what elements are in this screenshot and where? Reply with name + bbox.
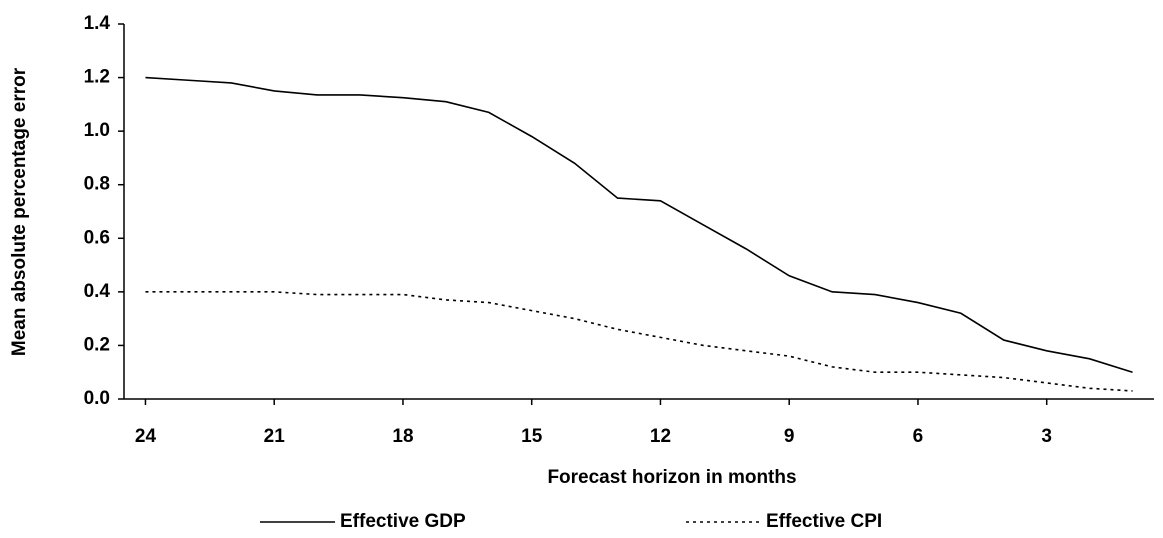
x-tick-label: 15 <box>521 426 543 447</box>
y-tick-label: 0.8 <box>84 174 110 195</box>
legend-label: Effective GDP <box>340 511 466 532</box>
x-tick-label: 18 <box>392 426 413 447</box>
y-tick-label: 1.0 <box>84 120 110 141</box>
y-tick-label: 0.0 <box>84 388 110 409</box>
series-line <box>145 291 1133 392</box>
y-axis-label: Mean absolute percentage error <box>9 67 30 356</box>
x-tick-label: 6 <box>913 426 924 447</box>
x-tick-label: 24 <box>135 426 157 447</box>
x-tick-label: 21 <box>264 426 286 447</box>
y-tick-label: 0.6 <box>84 227 110 248</box>
y-tick-label: 0.4 <box>84 281 111 302</box>
y-tick-label: 1.4 <box>84 13 111 34</box>
x-tick-label: 12 <box>650 426 671 447</box>
legend-label: Effective CPI <box>766 511 882 532</box>
x-tick-label: 9 <box>784 426 795 447</box>
x-tick-label: 3 <box>1041 426 1052 447</box>
x-axis-label: Forecast horizon in months <box>547 467 796 488</box>
y-tick-label: 0.2 <box>84 334 110 355</box>
y-tick-label: 1.2 <box>84 67 110 88</box>
series-line <box>145 76 1133 373</box>
